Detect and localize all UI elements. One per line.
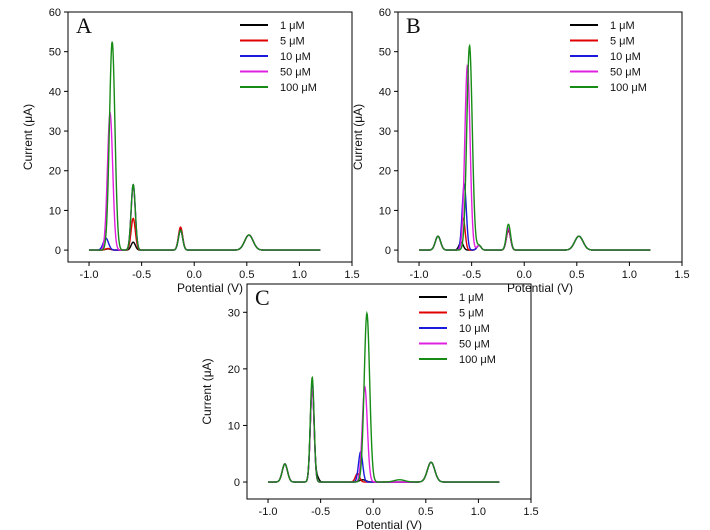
- panel-label: A: [76, 13, 92, 38]
- x-tick-label: 0.0: [187, 269, 202, 281]
- x-tick-label: 1.5: [344, 269, 359, 281]
- series-line: [89, 217, 321, 251]
- x-tick-label: 0.5: [569, 269, 584, 281]
- x-axis-title: Potential (V): [177, 281, 243, 295]
- x-tick-label: 0.0: [517, 269, 532, 281]
- series-line: [419, 43, 651, 251]
- chart-panel-a: -1.0 -0.5 0.0 0.5 1.0 1.5 0 10 20 30 40 50 60 Potenti…: [21, 7, 360, 295]
- legend-label: 5 μM: [459, 308, 484, 320]
- y-tick-label: 10: [379, 205, 391, 217]
- legend-label: 50 μM: [280, 67, 311, 79]
- legend-label: 5 μM: [610, 36, 635, 48]
- legend-label: 100 μM: [610, 82, 647, 94]
- legend-label: 5 μM: [280, 36, 305, 48]
- x-tick-label: 0.5: [239, 269, 254, 281]
- y-tick-label: 10: [228, 420, 240, 432]
- x-axis-title: Potential (V): [507, 281, 573, 295]
- y-tick-label: 60: [49, 7, 61, 19]
- x-tick-label: -0.5: [462, 269, 481, 281]
- y-axis-title: Current (μA): [200, 358, 214, 424]
- series-line: [268, 384, 500, 483]
- y-tick-label: 30: [379, 126, 391, 138]
- legend-label: 1 μM: [459, 292, 484, 304]
- panel-label: C: [255, 285, 270, 310]
- legend-label: 10 μM: [610, 51, 641, 63]
- y-axis-title: Current (μA): [351, 104, 365, 170]
- y-tick-label: 0: [55, 245, 61, 257]
- y-tick-label: 50: [379, 47, 391, 59]
- series-line: [89, 41, 321, 251]
- x-tick-label: -0.5: [132, 269, 151, 281]
- x-tick-label: 1.0: [622, 269, 637, 281]
- x-tick-label: -1.0: [80, 269, 99, 281]
- y-tick-label: 30: [49, 126, 61, 138]
- y-tick-label: 10: [49, 205, 61, 217]
- y-tick-label: 50: [49, 47, 61, 59]
- legend-label: 1 μM: [280, 20, 305, 32]
- series-line: [268, 384, 500, 483]
- legend-label: 1 μM: [610, 20, 635, 32]
- series-line: [419, 229, 651, 251]
- y-tick-label: 0: [385, 245, 391, 257]
- plot-frame: [397, 11, 683, 263]
- panel-label: B: [406, 13, 421, 38]
- x-tick-label: -0.5: [311, 506, 330, 518]
- legend-label: 50 μM: [459, 339, 490, 351]
- x-tick-label: 0.0: [366, 506, 381, 518]
- x-tick-label: 1.5: [674, 269, 689, 281]
- x-tick-label: 1.0: [471, 506, 486, 518]
- y-tick-label: 30: [228, 307, 240, 319]
- x-tick-label: 0.5: [418, 506, 433, 518]
- legend-label: 10 μM: [459, 323, 490, 335]
- y-tick-label: 60: [379, 7, 391, 19]
- series-line: [89, 183, 321, 251]
- plot-frame: [67, 11, 353, 263]
- x-tick-label: 1.0: [292, 269, 307, 281]
- y-tick-label: 20: [379, 166, 391, 178]
- legend-label: 100 μM: [280, 82, 317, 94]
- legend-label: 100 μM: [459, 354, 496, 366]
- y-tick-label: 20: [228, 364, 240, 376]
- series-line: [268, 384, 500, 483]
- y-tick-label: 40: [49, 86, 61, 98]
- y-tick-label: 20: [49, 166, 61, 178]
- plot-frame: [246, 283, 532, 500]
- series-line: [268, 385, 500, 483]
- y-axis-title: Current (μA): [21, 104, 35, 170]
- y-tick-label: 40: [379, 86, 391, 98]
- series-line: [89, 227, 321, 251]
- series-line: [419, 217, 651, 251]
- series-line: [89, 111, 321, 251]
- legend-label: 50 μM: [610, 67, 641, 79]
- x-tick-label: -1.0: [259, 506, 278, 518]
- legend-label: 10 μM: [280, 51, 311, 63]
- y-tick-label: 0: [234, 477, 240, 489]
- series-line: [419, 183, 651, 251]
- chart-panel-b: -1.0 -0.5 0.0 0.5 1.0 1.5 0 10 20 30 40 50 60 Potenti…: [351, 7, 690, 295]
- chart-panel-c: -1.0 -0.5 0.0 0.5 1.0 1.5 0 10 20 30 Potential (V)…: [200, 283, 539, 530]
- x-tick-label: -1.0: [410, 269, 429, 281]
- series-line: [268, 310, 500, 483]
- x-tick-label: 1.5: [523, 506, 538, 518]
- x-axis-title: Potential (V): [356, 518, 422, 530]
